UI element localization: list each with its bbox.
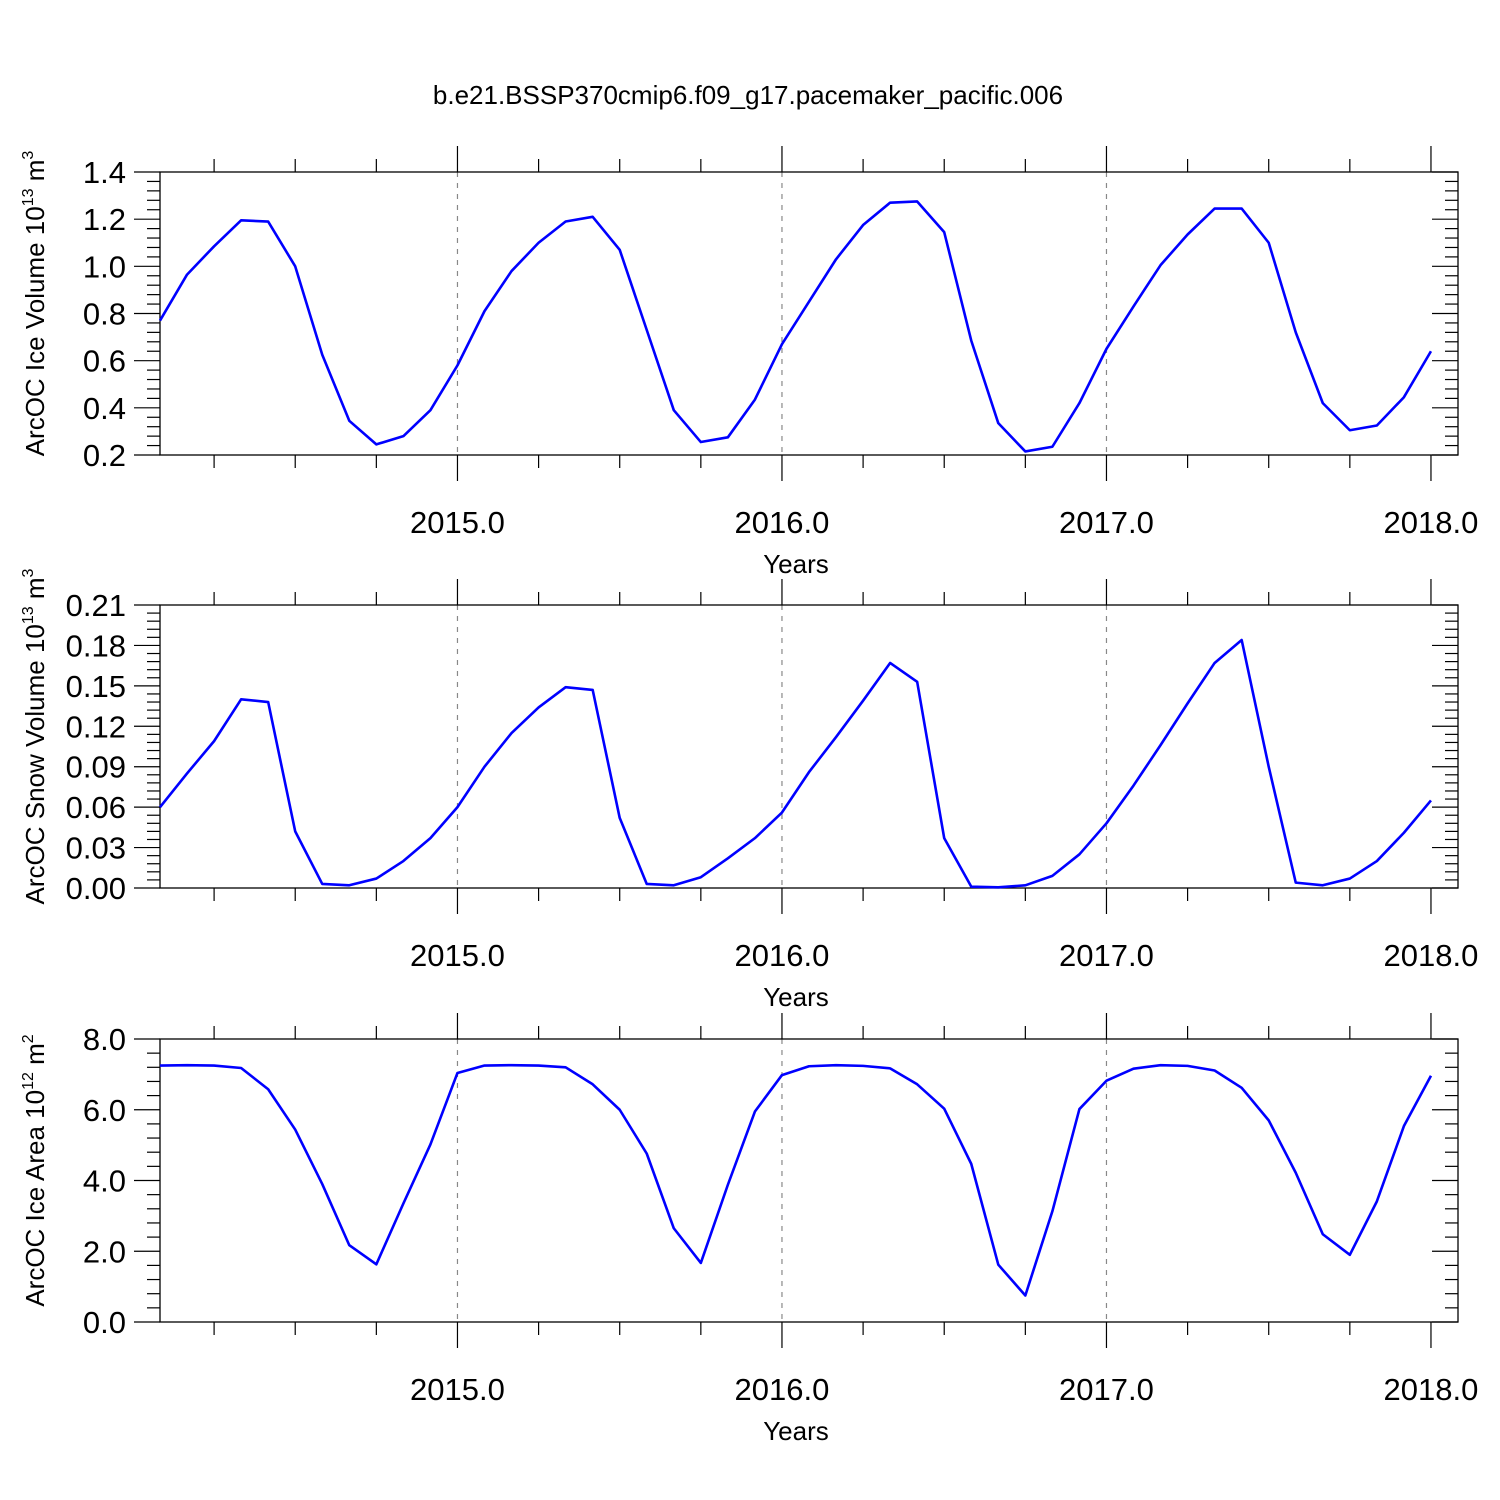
x-axis-label: Years [763, 549, 829, 579]
y-tick-label: 0.21 [66, 588, 126, 623]
series-line-1 [158, 638, 1432, 889]
figure-title: b.e21.BSSP370cmip6.f09_g17.pacemaker_pac… [433, 80, 1063, 110]
y-tick-label: 0.00 [66, 871, 126, 906]
y-tick-label: 0.8 [83, 297, 126, 332]
y-tick-label: 0.15 [66, 669, 126, 704]
series-line-1 [158, 200, 1433, 453]
y-tick-label: 0.12 [66, 709, 126, 744]
x-tick-label: 2018.0 [1384, 1372, 1479, 1407]
y-tick-label: 0.09 [66, 750, 126, 785]
x-tick-label: 2016.0 [735, 505, 830, 540]
y-tick-label: 1.4 [83, 155, 126, 190]
y-tick-label: 6.0 [83, 1093, 126, 1128]
x-tick-label: 2018.0 [1384, 505, 1479, 540]
plot-frame [159, 604, 1459, 889]
y-axis-label: ArcOC Ice Volume 1013 m3 [20, 151, 50, 457]
y-axis-label: ArcOC Ice Area 1012 m2 [20, 1034, 50, 1306]
y-tick-label: 2.0 [83, 1234, 126, 1269]
x-axis-label: Years [763, 1416, 829, 1446]
y-tick-label: 0.18 [66, 628, 126, 663]
y-tick-label: 0.6 [83, 344, 126, 379]
y-tick-label: 0.0 [83, 1305, 126, 1340]
series-line-1 [159, 1063, 1433, 1297]
y-tick-label: 8.0 [83, 1022, 126, 1057]
x-tick-label: 2017.0 [1059, 1372, 1154, 1407]
y-tick-label: 0.03 [66, 831, 126, 866]
x-tick-label: 2015.0 [410, 938, 505, 973]
x-tick-label: 2016.0 [735, 1372, 830, 1407]
panel-2: 0.00 0.03 0.06 0.09 0.12 0.15 0.18 0.21 2015.0 20… [20, 568, 1478, 1012]
plot-frame [159, 171, 1459, 456]
y-tick-label: 1.2 [83, 202, 126, 237]
y-tick-label: 0.4 [83, 391, 126, 426]
y-axis-label: ArcOC Snow Volume 1013 m3 [20, 568, 50, 904]
x-tick-label: 2018.0 [1384, 938, 1479, 973]
x-tick-label: 2015.0 [410, 505, 505, 540]
panel-3: 0.0 2.0 4.0 6.0 8.0 2015.0 2016.0 2017.0 2018.0 Y… [20, 1013, 1478, 1446]
plot-frame [159, 1038, 1459, 1323]
x-axis-label: Years [763, 982, 829, 1012]
y-tick-label: 0.2 [83, 438, 126, 473]
panel-1: 0.2 0.4 0.6 0.8 1.0 1.2 1.4 2015.0 2016.0 2017.0 2… [20, 146, 1478, 579]
y-tick-label: 0.06 [66, 790, 126, 825]
panels: 0.2 0.4 0.6 0.8 1.0 1.2 1.4 2015.0 2016.0 2017.0 2… [20, 146, 1478, 1446]
x-tick-label: 2017.0 [1059, 505, 1154, 540]
x-tick-label: 2016.0 [735, 938, 830, 973]
x-tick-label: 2015.0 [410, 1372, 505, 1407]
x-tick-label: 2017.0 [1059, 938, 1154, 973]
y-tick-label: 1.0 [83, 249, 126, 284]
y-tick-label: 4.0 [83, 1164, 126, 1199]
